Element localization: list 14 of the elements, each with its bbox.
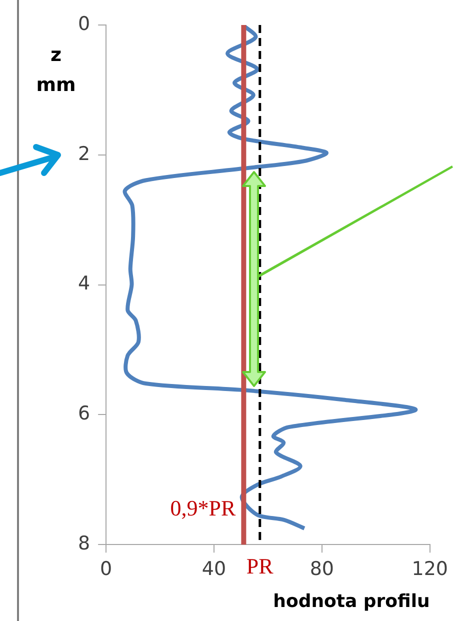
y-axis-title: z mm bbox=[35, 43, 77, 98]
x-tick-label: 80 bbox=[310, 558, 334, 580]
x-tick-label: 0 bbox=[100, 558, 112, 580]
y-tick-label: 6 bbox=[78, 402, 90, 425]
x-tick-label: 40 bbox=[202, 558, 226, 580]
line-series bbox=[122, 25, 418, 530]
y-tick-label: 2 bbox=[78, 142, 90, 165]
y-tick-label: 8 bbox=[78, 532, 90, 555]
x-tick-label: 120 bbox=[412, 558, 448, 580]
y-tick-label: 0 bbox=[78, 12, 90, 35]
x-axis-title: hodnota profilu bbox=[273, 590, 430, 612]
y-tick-label: 4 bbox=[78, 272, 90, 295]
ref-line-label: PR bbox=[246, 553, 274, 578]
ref-line-label: 0,9*PR bbox=[170, 495, 236, 520]
